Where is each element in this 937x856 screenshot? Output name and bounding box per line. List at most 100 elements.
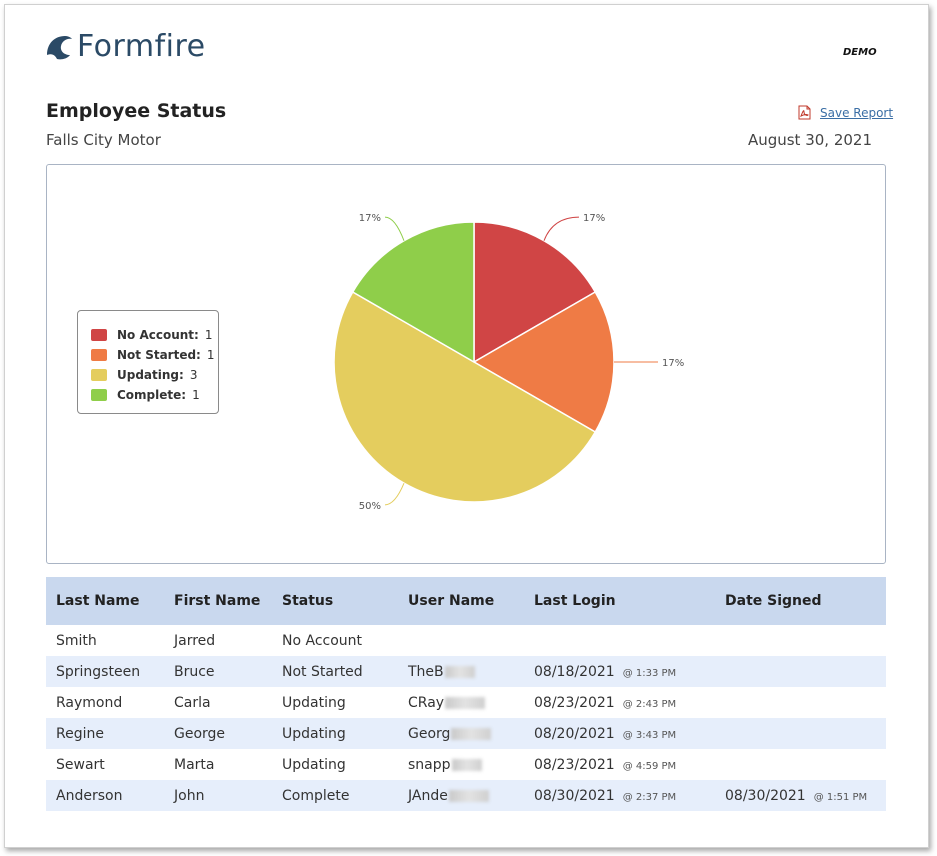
save-report-label[interactable]: Save Report bbox=[820, 105, 894, 120]
legend-label: Complete: bbox=[117, 388, 187, 402]
cell-user-name: TheB bbox=[398, 656, 524, 687]
cell-user-name: snapp bbox=[398, 749, 524, 780]
legend-label: Not Started: bbox=[117, 348, 201, 362]
cell-status-text: Updating bbox=[282, 694, 346, 711]
legend-item: Not Started: 1 bbox=[91, 345, 218, 365]
table-row[interactable]: Anderson John Complete JAnde 08/30/2021 @ 2:3… bbox=[46, 780, 886, 811]
cell-first-name: Bruce bbox=[164, 656, 272, 687]
table-header-row: Last Name First Name Status User Name La… bbox=[46, 577, 886, 625]
date-signed-time: @ 1:51 PM bbox=[813, 791, 868, 803]
cell-last-login-text: 08/23/2021 bbox=[534, 756, 615, 773]
demo-badge: DEMO bbox=[843, 47, 877, 58]
save-report-link[interactable]: Save Report bbox=[797, 105, 893, 120]
table-row[interactable]: Regine George Updating Georg 08/20/2021 @ 3:4… bbox=[46, 718, 886, 749]
cell-user-name bbox=[398, 625, 524, 656]
cell-first-name: Carla bbox=[164, 687, 272, 718]
logo-text: Formfire bbox=[77, 29, 206, 64]
cell-last-name-text: Anderson bbox=[56, 787, 123, 804]
cell-date-signed-text: 08/30/2021 bbox=[725, 787, 806, 804]
cell-user-name-text: Georg bbox=[408, 725, 451, 742]
col-header-first-name[interactable]: First Name bbox=[164, 577, 272, 625]
pie-slice-no-account[interactable] bbox=[473, 221, 597, 364]
report-date: August 30, 2021 bbox=[747, 131, 872, 149]
redacted-username bbox=[451, 758, 482, 771]
col-header-date-signed[interactable]: Date Signed bbox=[715, 577, 886, 625]
legend-count: 3 bbox=[189, 368, 198, 382]
pdf-icon bbox=[798, 105, 811, 120]
employee-table: Last Name First Name Status User Name La… bbox=[46, 577, 886, 811]
legend-swatch bbox=[91, 389, 107, 401]
cell-first-name-text: Carla bbox=[174, 694, 211, 711]
table-row[interactable]: Raymond Carla Updating CRay 08/23/2021 @ 2:43… bbox=[46, 687, 886, 718]
col-header-user-name[interactable]: User Name bbox=[398, 577, 524, 625]
legend-count: 1 bbox=[206, 348, 215, 362]
cell-status: Not Started bbox=[272, 656, 398, 687]
page-title: Employee Status bbox=[46, 100, 227, 122]
cell-first-name-text: Bruce bbox=[174, 663, 215, 680]
pie-label-connector bbox=[543, 216, 580, 241]
pie-slice-complete[interactable] bbox=[351, 221, 475, 364]
cell-last-name: Smith bbox=[46, 625, 164, 656]
cell-first-name-text: Marta bbox=[174, 756, 215, 773]
cell-last-login-text: 08/20/2021 bbox=[534, 725, 615, 742]
company-name: Falls City Motor bbox=[46, 131, 161, 149]
col-header-status[interactable]: Status bbox=[272, 577, 398, 625]
legend-count: 1 bbox=[192, 388, 200, 402]
cell-last-login: 08/23/2021 @ 4:59 PM bbox=[524, 749, 715, 780]
cell-date-signed bbox=[715, 656, 886, 687]
cell-last-name: Springsteen bbox=[46, 656, 164, 687]
pie-label-connector bbox=[384, 483, 405, 506]
pie-data-label: 17% bbox=[583, 213, 605, 224]
cell-last-login: 08/23/2021 @ 2:43 PM bbox=[524, 687, 715, 718]
last-login-time: @ 1:33 PM bbox=[622, 667, 677, 679]
last-login-time: @ 3:43 PM bbox=[622, 729, 677, 741]
pie-data-label: 50% bbox=[359, 501, 381, 512]
formfire-logo: Formfire bbox=[45, 32, 206, 62]
legend-item: Updating: 3 bbox=[91, 365, 218, 385]
cell-status-text: Complete bbox=[282, 787, 350, 804]
cell-status: Updating bbox=[272, 687, 398, 718]
cell-first-name: George bbox=[164, 718, 272, 749]
redacted-username bbox=[444, 665, 475, 678]
cell-first-name-text: John bbox=[174, 787, 205, 804]
cell-last-login: 08/18/2021 @ 1:33 PM bbox=[524, 656, 715, 687]
cell-date-signed bbox=[715, 749, 886, 780]
cell-status: No Account bbox=[272, 625, 398, 656]
cell-status: Updating bbox=[272, 718, 398, 749]
pie-chart: 17% 17% 50% 17% bbox=[333, 213, 684, 512]
cell-user-name-text: snapp bbox=[408, 756, 451, 773]
cell-user-name-text: CRay bbox=[408, 694, 445, 711]
table-row[interactable]: Springsteen Bruce Not Started TheB 08/18/202… bbox=[46, 656, 886, 687]
cell-first-name: Jarred bbox=[164, 625, 272, 656]
cell-last-name-text: Smith bbox=[56, 632, 97, 649]
cell-last-login-text: 08/18/2021 bbox=[534, 663, 615, 680]
cell-date-signed: 08/30/2021 @ 1:51 PM bbox=[715, 780, 886, 811]
status-chart: 17% 17% 50% 17% No Account: 1 Not Started: 1 Up… bbox=[46, 164, 886, 564]
col-header-last-name[interactable]: Last Name bbox=[46, 577, 164, 625]
redacted-username bbox=[448, 789, 489, 802]
legend-count: 1 bbox=[204, 328, 213, 342]
table-row[interactable]: Smith Jarred No Account bbox=[46, 625, 886, 656]
cell-first-name: John bbox=[164, 780, 272, 811]
table-row[interactable]: Sewart Marta Updating snapp 08/23/2021 @ 4:59… bbox=[46, 749, 886, 780]
cell-last-login-text: 08/30/2021 bbox=[534, 787, 615, 804]
cell-user-name: CRay bbox=[398, 687, 524, 718]
cell-date-signed bbox=[715, 687, 886, 718]
cell-last-name: Sewart bbox=[46, 749, 164, 780]
cell-first-name: Marta bbox=[164, 749, 272, 780]
pie-slice-not-started[interactable] bbox=[472, 290, 615, 434]
cell-last-name: Regine bbox=[46, 718, 164, 749]
cell-last-name: Anderson bbox=[46, 780, 164, 811]
pie-slice-updating[interactable] bbox=[333, 290, 597, 503]
redacted-username bbox=[445, 696, 486, 709]
cell-first-name-text: Jarred bbox=[174, 632, 216, 649]
col-header-last-login[interactable]: Last Login bbox=[524, 577, 715, 625]
cell-user-name-text: TheB bbox=[408, 663, 444, 680]
legend-swatch bbox=[91, 369, 107, 381]
cell-status-text: Updating bbox=[282, 756, 346, 773]
cell-date-signed bbox=[715, 718, 886, 749]
cell-last-name-text: Regine bbox=[56, 725, 104, 742]
legend-label: Updating: bbox=[117, 368, 184, 382]
cell-first-name-text: George bbox=[174, 725, 226, 742]
cell-status-text: No Account bbox=[282, 632, 363, 649]
